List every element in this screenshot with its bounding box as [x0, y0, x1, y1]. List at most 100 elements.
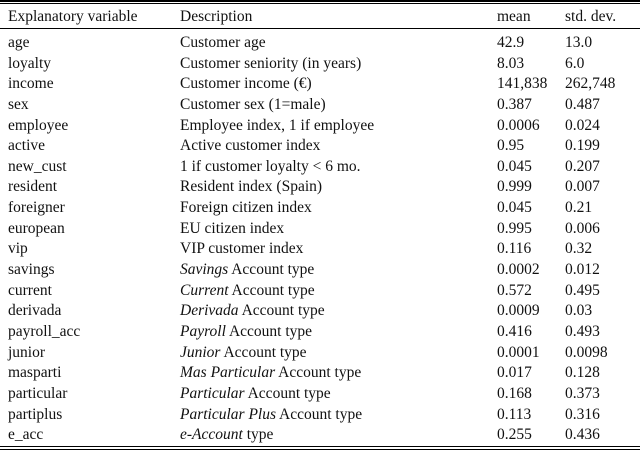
mean-cell: 0.95 [497, 137, 525, 155]
description-rest: 1 if customer loyalty < 6 mo. [180, 157, 361, 175]
table-row: current Current Account type 0.572 0.495 [0, 281, 640, 302]
description-cell: Customer age [180, 33, 497, 54]
description-rest: Employee index, 1 if employee [180, 116, 375, 134]
std-cell: 6.0 [565, 54, 585, 72]
std-cell: 0.21 [565, 199, 593, 217]
header-mean: mean [497, 8, 531, 25]
variable-cell: savings [8, 261, 55, 279]
table-row: foreigner Foreign citizen index 0.045 0.… [0, 198, 640, 219]
mean-cell: 0.045 [497, 199, 532, 217]
std-cell: 0.495 [565, 281, 600, 299]
std-cell: 0.316 [565, 405, 600, 423]
std-cell: 0.006 [565, 219, 600, 237]
description-rest: VIP customer index [180, 240, 304, 258]
std-cell: 0.024 [565, 116, 600, 134]
description-rest: Account type [244, 384, 331, 402]
description-cell: Active customer index [180, 136, 497, 157]
mean-cell: 0.387 [497, 95, 532, 113]
description-italic: Current [180, 281, 229, 299]
variable-cell: e_acc [8, 426, 44, 444]
description-rest: Foreign citizen index [180, 199, 312, 217]
variable-cell: new_cust [8, 157, 67, 175]
mean-cell: 0.995 [497, 219, 532, 237]
std-cell: 0.007 [565, 178, 600, 196]
variable-cell: partiplus [8, 405, 63, 423]
description-cell: Resident index (Spain) [180, 177, 497, 198]
variable-cell: vip [8, 240, 28, 258]
mean-cell: 0.999 [497, 178, 532, 196]
description-rest: type [242, 426, 274, 444]
description-cell: Derivada Account type [180, 301, 497, 322]
variable-cell: derivada [8, 302, 62, 320]
std-cell: 13.0 [565, 34, 593, 51]
std-cell: 0.436 [565, 426, 600, 444]
header-std-dev: std. dev. [565, 8, 617, 25]
variable-cell: payroll_acc [8, 322, 81, 340]
std-cell: 262,748 [565, 75, 616, 93]
mean-cell: 0.045 [497, 157, 532, 175]
variable-cell: masparti [8, 364, 62, 382]
description-italic: Derivada [180, 302, 239, 320]
description-cell: Junior Account type [180, 343, 497, 364]
mean-cell: 0.113 [497, 405, 532, 423]
description-italic: Particular [180, 384, 245, 402]
table-header-row: Explanatory variable Description mean st… [0, 4, 640, 29]
table-row: particular Particular Account type 0.168… [0, 384, 640, 405]
variable-cell: resident [8, 178, 58, 196]
variable-cell: sex [8, 95, 29, 113]
description-italic: Mas Particular [180, 364, 276, 382]
description-rest: Resident index (Spain) [180, 178, 323, 196]
description-italic: Savings [180, 261, 229, 279]
mean-cell: 0.416 [497, 322, 532, 340]
description-cell: Particular Plus Account type [180, 405, 497, 426]
description-italic: e-Account [180, 426, 243, 444]
description-italic: Particular Plus [180, 405, 277, 423]
description-cell: e-Account type [180, 425, 497, 446]
std-cell: 0.199 [565, 137, 600, 155]
variable-cell: income [8, 75, 54, 93]
description-rest: Account type [220, 343, 307, 361]
variable-cell: employee [8, 116, 69, 134]
description-rest: Account type [228, 261, 315, 279]
mean-cell: 0.0009 [497, 302, 540, 320]
description-rest: Customer seniority (in years) [180, 54, 362, 72]
std-cell: 0.32 [565, 240, 593, 258]
table-row: income Customer income (€) 141,838 262,7… [0, 74, 640, 95]
description-cell: Savings Account type [180, 260, 497, 281]
std-cell: 0.128 [565, 364, 600, 382]
mean-cell: 0.017 [497, 364, 532, 382]
table-row: age Customer age 42.9 13.0 [0, 33, 640, 54]
std-cell: 0.012 [565, 261, 600, 279]
variable-cell: active [8, 137, 46, 155]
table-row: savings Savings Account type 0.0002 0.01… [0, 260, 640, 281]
variable-cell: junior [8, 343, 46, 361]
variable-cell: european [8, 219, 65, 237]
table-top-double-rule [0, 0, 640, 4]
table-body: age Customer age 42.9 13.0 loyalty Custo… [0, 29, 640, 446]
table-row: e_acc e-Account type 0.255 0.436 [0, 425, 640, 446]
variable-cell: age [8, 34, 30, 51]
table-row: vip VIP customer index 0.116 0.32 [0, 239, 640, 260]
description-rest: Account type [238, 302, 325, 320]
table-row: employee Employee index, 1 if employee 0… [0, 116, 640, 137]
description-cell: Employee index, 1 if employee [180, 116, 497, 137]
std-cell: 0.03 [565, 302, 593, 320]
description-cell: VIP customer index [180, 239, 497, 260]
std-cell: 0.0098 [565, 343, 608, 361]
description-cell: Customer income (€) [180, 74, 497, 95]
description-rest: EU citizen index [180, 219, 285, 237]
description-cell: Foreign citizen index [180, 198, 497, 219]
table-row: payroll_acc Payroll Account type 0.416 0… [0, 322, 640, 343]
description-italic: Payroll [180, 322, 226, 340]
table-row: european EU citizen index 0.995 0.006 [0, 219, 640, 240]
description-cell: Particular Account type [180, 384, 497, 405]
description-cell: Customer seniority (in years) [180, 54, 497, 75]
description-rest: Customer sex (1=male) [180, 95, 326, 113]
header-description: Description [180, 8, 253, 25]
description-cell: EU citizen index [180, 219, 497, 240]
table-row: new_cust 1 if customer loyalty < 6 mo. 0… [0, 157, 640, 178]
mean-cell: 0.168 [497, 384, 532, 402]
mean-cell: 0.116 [497, 240, 532, 258]
description-rest: Account type [228, 281, 315, 299]
